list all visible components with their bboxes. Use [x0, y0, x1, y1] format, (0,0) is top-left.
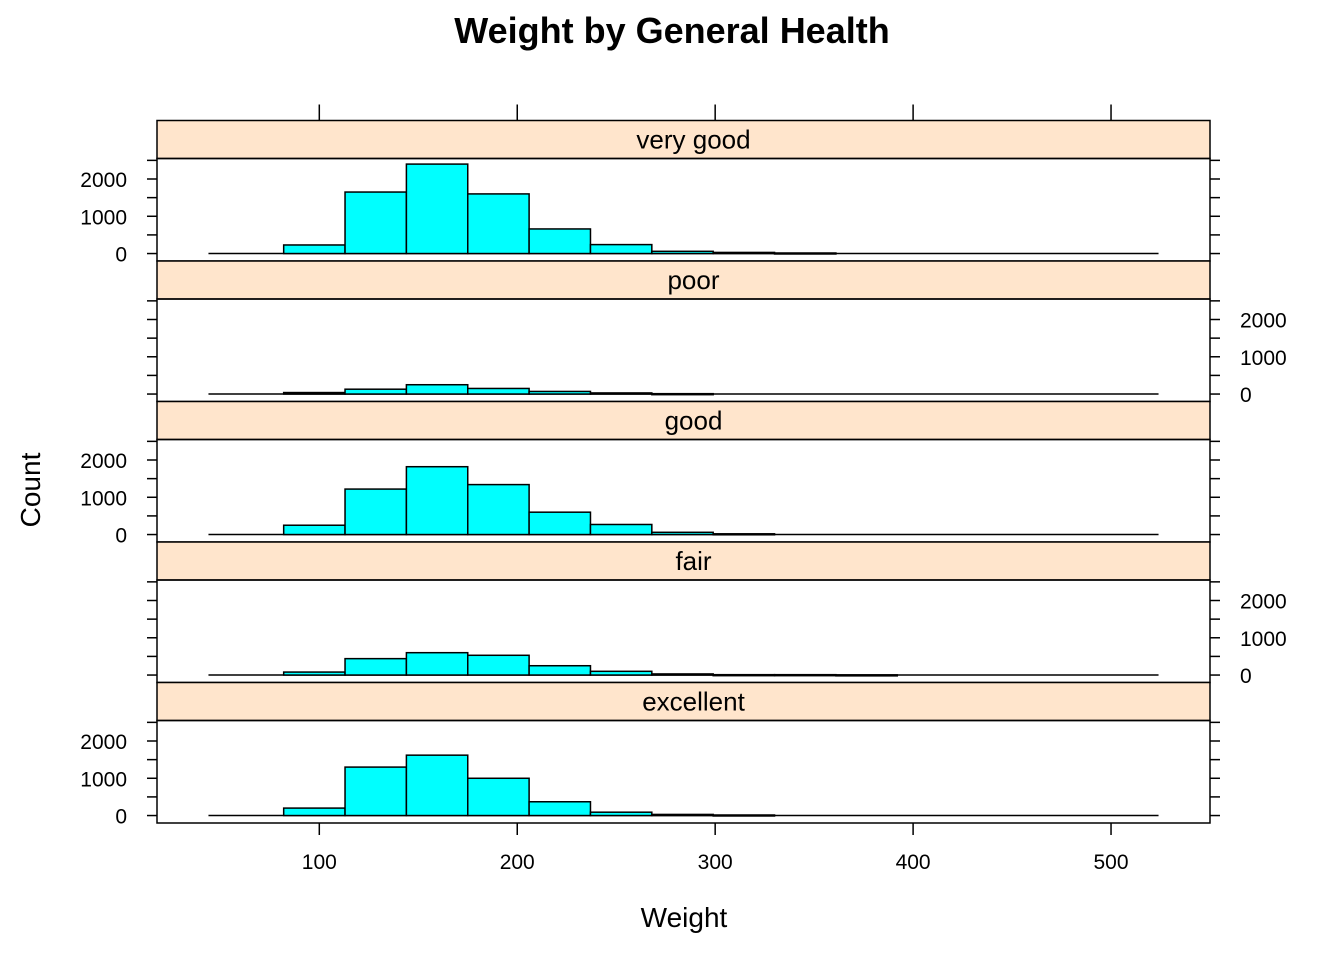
histogram-bar [528, 664, 592, 676]
x-tick-label: 200 [500, 851, 535, 874]
histogram-bar [589, 523, 653, 536]
y-tick-label: 2000 [80, 450, 127, 473]
histogram-bar [405, 383, 469, 395]
histogram-bar [528, 801, 592, 817]
strip-background [156, 260, 1211, 300]
x-tick-label: 100 [302, 851, 337, 874]
strip-background [156, 119, 1211, 160]
histogram-bar [835, 674, 899, 677]
histogram-bar [712, 251, 776, 255]
histogram-bar [651, 813, 714, 817]
histogram-bar [344, 388, 408, 395]
y-tick-label: 0 [115, 244, 127, 267]
x-tick-label: 300 [698, 851, 733, 874]
y-tick-label: 0 [1240, 384, 1252, 407]
histogram-bar [344, 657, 408, 676]
x-tick-label: 500 [1094, 851, 1129, 874]
histogram-bar [467, 777, 530, 817]
panel-very-good: very good 0 1000 2000 [80, 119, 1220, 267]
histogram-bar [282, 807, 346, 817]
histogram-bar [405, 465, 469, 536]
histogram-bar [344, 766, 408, 817]
y-tick-label: 0 [115, 806, 127, 829]
y-tick-label: 1000 [80, 487, 127, 510]
strip-label: excellent [642, 687, 745, 717]
strip-background [156, 541, 1211, 581]
strip-label: fair [675, 546, 711, 576]
histogram-bar [589, 392, 653, 395]
histogram-bar [528, 390, 592, 395]
panel-frame [156, 719, 1211, 824]
panel-poor: poor 0 1000 2000 [147, 260, 1287, 407]
chart-title: Weight by General Health [454, 10, 889, 51]
histogram-bar [651, 673, 714, 676]
strip-label: very good [636, 125, 750, 155]
histogram-bar [651, 250, 714, 255]
panel-fair: fair 0 1000 2000 [147, 541, 1287, 688]
histogram-bar [467, 193, 530, 255]
y-tick-label: 1000 [80, 768, 127, 791]
histogram-bar [467, 483, 530, 536]
y-tick-label: 1000 [1240, 628, 1287, 651]
y-tick-label: 0 [1240, 665, 1252, 688]
histogram-bar [589, 811, 653, 817]
panel-frame [156, 298, 1211, 403]
histogram-bar [712, 673, 776, 677]
histogram-bar [282, 671, 346, 676]
strip-label: good [665, 406, 723, 436]
histogram-bar [282, 391, 346, 395]
y-tick-label: 2000 [1240, 591, 1287, 614]
histogram-bar [344, 191, 408, 255]
histogram-bar [405, 651, 469, 676]
strip-label: poor [667, 265, 719, 295]
histogram-bar [589, 670, 653, 676]
histogram-bar [712, 814, 776, 817]
histogram-bar [282, 524, 346, 536]
y-axis-label: Count [15, 452, 46, 527]
histogram-bar [651, 531, 714, 536]
x-axis-label: Weight [641, 902, 728, 933]
strip-background [156, 681, 1211, 722]
histogram-bar [405, 754, 469, 817]
x-axis-bottom: 100 200 300 400 500 [302, 823, 1129, 874]
y-tick-label: 2000 [1240, 310, 1287, 333]
histogram-bar [589, 243, 653, 255]
panel-frame [156, 579, 1211, 684]
y-tick-label: 1000 [80, 206, 127, 229]
y-tick-label: 2000 [80, 731, 127, 754]
histogram-bar [773, 673, 837, 677]
histogram-bar [528, 511, 592, 536]
histogram-bar [528, 228, 592, 255]
histogram-bar [773, 252, 837, 255]
y-tick-label: 2000 [80, 169, 127, 192]
panel-good: good 0 1000 2000 [80, 400, 1220, 548]
panel-excellent: excellent 0 1000 2000 [80, 681, 1220, 829]
x-axis-top [318, 104, 1112, 121]
histogram-bar [467, 654, 530, 676]
x-tick-label: 400 [896, 851, 931, 874]
y-tick-label: 0 [115, 525, 127, 548]
histogram-bar [344, 488, 408, 536]
histogram-bar [282, 244, 346, 255]
histogram-bar [405, 163, 469, 255]
histogram-bar [467, 387, 530, 395]
histogram-bar [712, 533, 776, 536]
histogram-bar [651, 392, 714, 396]
panels-layer: very good010002000poor010002000good01000… [80, 104, 1287, 874]
y-tick-label: 1000 [1240, 347, 1287, 370]
